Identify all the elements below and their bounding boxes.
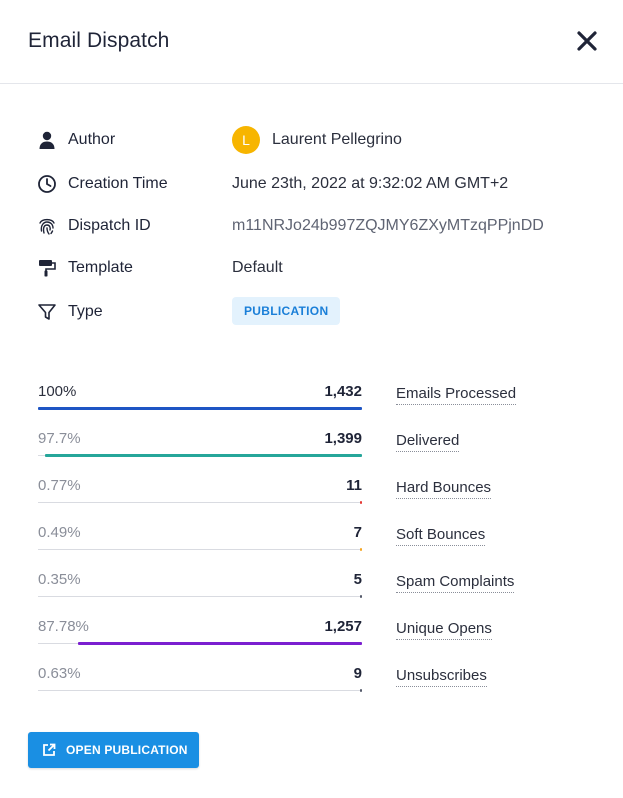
stat-label[interactable]: Unique Opens	[396, 620, 492, 640]
stat-count: 1,399	[324, 430, 362, 447]
dialog-title: Email Dispatch	[28, 29, 170, 52]
stat-count: 1,432	[324, 383, 362, 400]
stat-track	[38, 690, 362, 691]
detail-row-type: Type PUBLICATION	[0, 297, 623, 327]
stat-bar	[45, 454, 362, 457]
author-name: Laurent Pellegrino	[272, 131, 402, 148]
stat-label[interactable]: Emails Processed	[396, 385, 517, 405]
stat-count: 11	[346, 477, 362, 494]
stat-label[interactable]: Unsubscribes	[396, 667, 487, 687]
creation-time-label: Creation Time	[68, 175, 168, 192]
stat-row: 100% 1,432 Emails Processed	[0, 383, 623, 423]
template-label: Template	[68, 259, 133, 276]
stat-count: 7	[353, 524, 362, 541]
stat-row: 0.63% 9 Unsubscribes	[0, 665, 623, 705]
external-link-icon	[43, 743, 56, 756]
close-icon	[577, 31, 597, 51]
close-button[interactable]	[574, 28, 600, 54]
stat-count: 1,257	[324, 618, 362, 635]
stat-count: 9	[353, 665, 362, 682]
stat-percent: 0.77%	[38, 477, 81, 494]
stat-row: 0.77% 11 Hard Bounces	[0, 477, 623, 517]
stat-label[interactable]: Delivered	[396, 432, 460, 452]
author-label: Author	[68, 131, 116, 148]
fingerprint-icon	[39, 218, 55, 235]
detail-row-author: Author L Laurent Pellegrino	[0, 125, 623, 155]
avatar: L	[232, 126, 260, 154]
stat-percent: 100%	[38, 383, 77, 400]
stat-bar	[360, 548, 362, 551]
stat-bar	[360, 689, 362, 692]
dispatch-id-label: Dispatch ID	[68, 217, 151, 234]
person-icon	[39, 131, 55, 149]
detail-row-template: Template Default	[0, 253, 623, 283]
stat-bar	[38, 407, 362, 410]
paint-roller-icon	[39, 260, 56, 277]
filter-icon	[38, 304, 56, 320]
dispatch-id-value: m11NRJo24b997ZQJMY6ZXyMTzqPPjnDD	[232, 217, 544, 234]
stat-row: 0.49% 7 Soft Bounces	[0, 524, 623, 564]
type-label: Type	[68, 303, 103, 320]
stat-label[interactable]: Spam Complaints	[396, 573, 515, 593]
stat-track	[38, 502, 362, 503]
stat-track	[38, 596, 362, 597]
detail-row-creation-time: Creation Time June 23th, 2022 at 9:32:02…	[0, 169, 623, 199]
stat-percent: 87.78%	[38, 618, 89, 635]
stat-percent: 0.63%	[38, 665, 81, 682]
stat-label[interactable]: Hard Bounces	[396, 479, 492, 499]
detail-row-dispatch-id: Dispatch ID m11NRJo24b997ZQJMY6ZXyMTzqPP…	[0, 211, 623, 241]
stat-bar	[78, 642, 362, 645]
stat-row: 0.35% 5 Spam Complaints	[0, 571, 623, 611]
stat-row: 87.78% 1,257 Unique Opens	[0, 618, 623, 658]
stat-percent: 97.7%	[38, 430, 81, 447]
open-publication-label: OPEN PUBLICATION	[66, 743, 188, 757]
template-value: Default	[232, 259, 283, 276]
stat-count: 5	[353, 571, 362, 588]
dialog-header: Email Dispatch	[0, 0, 623, 84]
stat-percent: 0.49%	[38, 524, 81, 541]
stat-bar	[360, 595, 362, 598]
stat-track	[38, 549, 362, 550]
creation-time-value: June 23th, 2022 at 9:32:02 AM GMT+2	[232, 175, 509, 192]
clock-icon	[38, 175, 56, 193]
stat-bar	[360, 501, 362, 504]
stat-row: 97.7% 1,399 Delivered	[0, 430, 623, 470]
open-publication-button[interactable]: OPEN PUBLICATION	[28, 732, 199, 768]
type-badge: PUBLICATION	[232, 297, 341, 325]
stat-label[interactable]: Soft Bounces	[396, 526, 486, 546]
stat-percent: 0.35%	[38, 571, 81, 588]
